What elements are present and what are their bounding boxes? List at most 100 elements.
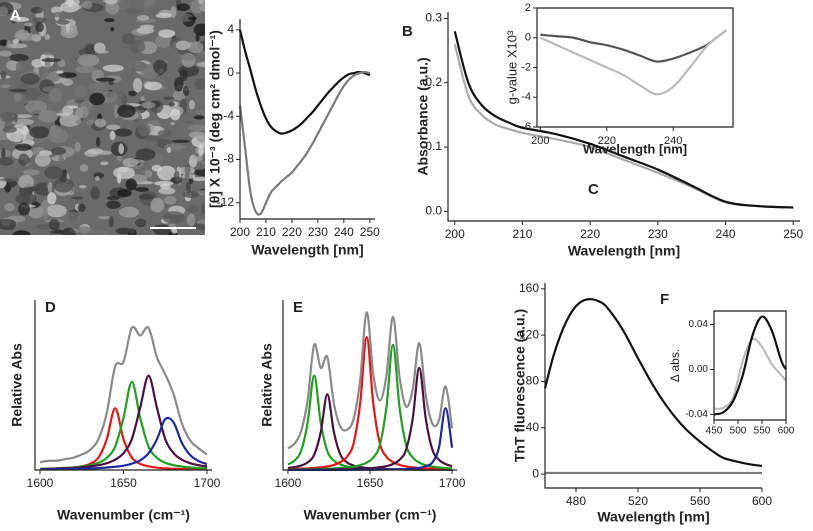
texture-blob bbox=[0, 111, 18, 123]
x-tick-label: 1650 bbox=[110, 476, 137, 490]
y-tick-label: 0.3 bbox=[425, 11, 442, 25]
texture-blob bbox=[129, 39, 146, 54]
texture-blob bbox=[121, 33, 135, 45]
texture-blob bbox=[18, 153, 30, 166]
texture-blob bbox=[34, 153, 51, 167]
texture-blob bbox=[141, 101, 156, 109]
texture-blob bbox=[128, 159, 145, 164]
texture-blob bbox=[192, 177, 205, 182]
texture-blob bbox=[97, 215, 111, 220]
texture-blob bbox=[187, 204, 199, 214]
axis-line bbox=[34, 300, 212, 471]
data-line bbox=[287, 311, 454, 450]
x-tick-label: 520 bbox=[628, 494, 648, 508]
texture-blob bbox=[113, 166, 135, 179]
texture-blob bbox=[84, 43, 96, 56]
texture-blob bbox=[77, 54, 100, 67]
texture-blob bbox=[117, 0, 130, 10]
texture-blob bbox=[0, 50, 12, 57]
x-tick-label: 500 bbox=[730, 426, 747, 437]
texture-blob bbox=[74, 142, 81, 153]
texture-blob bbox=[154, 180, 174, 186]
texture-blob bbox=[106, 124, 121, 130]
texture-blob bbox=[117, 104, 136, 118]
texture-blob bbox=[160, 85, 168, 90]
texture-blob bbox=[78, 106, 89, 119]
texture-blob bbox=[18, 202, 31, 216]
texture-blob bbox=[170, 121, 175, 126]
y-axis-title: [θ] X 10⁻³ (deg cm² dmol⁻¹) bbox=[207, 30, 223, 208]
texture-blob bbox=[118, 143, 125, 155]
x-tick-label: 550 bbox=[754, 426, 771, 437]
texture-blob bbox=[0, 178, 20, 182]
texture-blob bbox=[172, 90, 186, 101]
x-tick-label: 230 bbox=[308, 225, 328, 239]
x-tick-label: 1700 bbox=[194, 476, 221, 490]
x-tick-label: 480 bbox=[566, 494, 586, 508]
texture-blob bbox=[170, 108, 181, 121]
texture-blob bbox=[101, 91, 117, 104]
panel-label: E bbox=[293, 299, 303, 316]
texture-blob bbox=[0, 218, 17, 230]
texture-blob bbox=[59, 174, 68, 183]
texture-blob bbox=[138, 194, 155, 200]
texture-blob bbox=[2, 126, 17, 133]
x-tick-label: 1650 bbox=[357, 476, 384, 490]
texture-blob bbox=[59, 114, 81, 127]
x-tick-label: 200 bbox=[531, 135, 549, 147]
texture-blob bbox=[15, 60, 28, 74]
texture-blob bbox=[114, 128, 133, 137]
texture-blob bbox=[88, 82, 106, 93]
texture-blob bbox=[193, 115, 205, 120]
panel-label: B bbox=[402, 23, 413, 40]
y-tick-label: -4 bbox=[223, 108, 234, 122]
texture-blob bbox=[60, 27, 78, 39]
texture-blob bbox=[168, 101, 175, 107]
texture-blob bbox=[194, 168, 205, 177]
texture-blob bbox=[23, 169, 40, 176]
texture-blob bbox=[7, 234, 13, 235]
texture-blob bbox=[167, 231, 178, 235]
texture-blob bbox=[143, 0, 151, 10]
y-axis-title: Relative Abs bbox=[9, 343, 25, 427]
y-tick-label: 0.1 bbox=[425, 139, 442, 153]
texture-blob bbox=[47, 182, 53, 194]
y-tick-label: 160 bbox=[519, 281, 539, 295]
texture-blob bbox=[15, 29, 30, 40]
texture-blob bbox=[175, 13, 194, 22]
texture-blob bbox=[4, 203, 15, 212]
texture-blob bbox=[56, 70, 64, 74]
texture-blob bbox=[35, 22, 44, 33]
y-tick-label: 80 bbox=[526, 374, 540, 388]
texture-blob bbox=[140, 96, 145, 102]
x-tick-label: 240 bbox=[664, 135, 682, 147]
texture-blob bbox=[136, 27, 155, 35]
texture-blob bbox=[30, 6, 43, 14]
data-line bbox=[713, 315, 787, 416]
texture-blob bbox=[118, 90, 124, 99]
texture-blob bbox=[21, 188, 31, 204]
texture-blob bbox=[136, 15, 150, 21]
texture-blob bbox=[31, 58, 45, 68]
texture-blob bbox=[75, 65, 95, 74]
texture-blob bbox=[13, 93, 22, 102]
texture-blob bbox=[61, 78, 73, 86]
texture-blob bbox=[95, 137, 101, 148]
x-tick-label: 210 bbox=[256, 225, 276, 239]
texture-blob bbox=[140, 68, 159, 79]
texture-blob bbox=[53, 178, 74, 193]
texture-blob bbox=[12, 230, 31, 235]
texture-blob bbox=[187, 124, 205, 131]
texture-blob bbox=[108, 216, 114, 228]
texture-blob bbox=[49, 233, 65, 235]
texture-blob bbox=[158, 187, 176, 195]
texture-blob bbox=[157, 129, 173, 137]
x-tick-label: 250 bbox=[360, 225, 380, 239]
texture-blob bbox=[116, 155, 123, 162]
texture-blob bbox=[176, 3, 190, 12]
texture-blob bbox=[79, 185, 87, 189]
texture-blob bbox=[144, 81, 163, 91]
texture-blob bbox=[153, 59, 168, 75]
data-line bbox=[238, 70, 371, 216]
